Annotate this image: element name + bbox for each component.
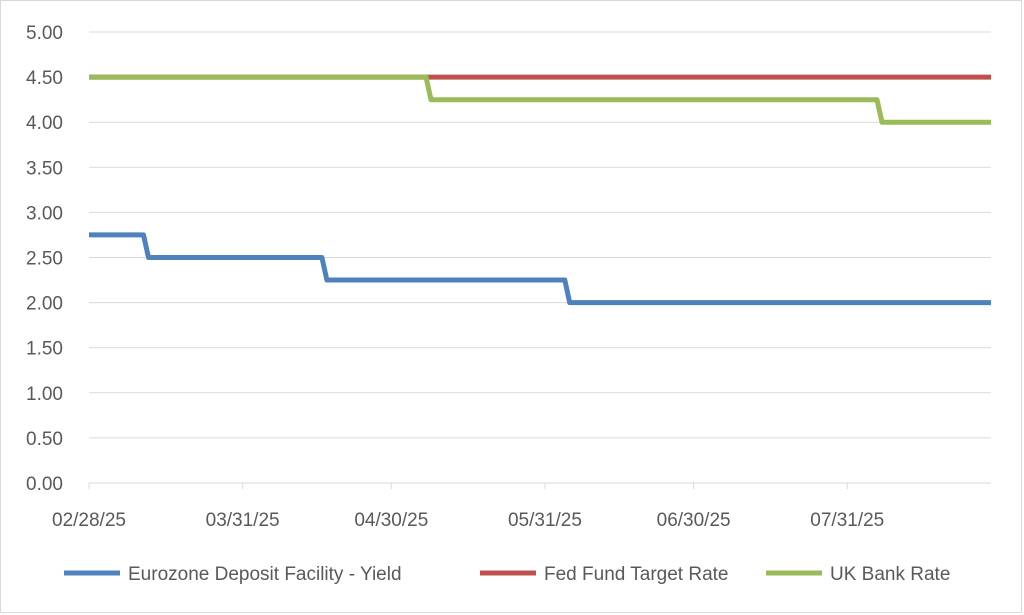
y-tick-label: 2.50 (26, 249, 63, 270)
x-tick-label: 05/31/25 (508, 510, 582, 531)
x-tick-label: 07/31/25 (810, 510, 884, 531)
legend-label: Eurozone Deposit Facility - Yield (128, 564, 402, 585)
y-tick-label: 0.00 (26, 474, 63, 495)
y-tick-label: 1.00 (26, 384, 63, 405)
series-line-3 (89, 74, 991, 125)
y-tick-label: 4.00 (26, 113, 63, 134)
y-tick-label: 3.00 (26, 203, 63, 224)
x-tick-label: 04/30/25 (354, 510, 428, 531)
legend: Eurozone Deposit Facility - Yield Fed Fun… (64, 564, 950, 585)
y-tick-label: 2.00 (26, 294, 63, 315)
x-tick-label: 02/28/25 (52, 510, 126, 531)
x-tick-label: 03/31/25 (206, 510, 280, 531)
x-tick-labels: 02/28/25 03/31/25 04/30/25 05/31/25 06/30/25… (52, 510, 884, 531)
legend-label: UK Bank Rate (830, 564, 950, 585)
series-lines (89, 74, 991, 306)
y-tick-labels: 0.00 0.50 1.00 1.50 2.00 2.50 3.00 3.50 4.00 4.50… (26, 23, 63, 495)
axes (88, 482, 991, 489)
series-line-1 (89, 232, 991, 306)
y-tick-label: 3.50 (26, 158, 63, 179)
y-tick-label: 4.50 (26, 68, 63, 89)
legend-label: Fed Fund Target Rate (544, 564, 728, 585)
y-tick-label: 1.50 (26, 339, 63, 360)
y-tick-label: 5.00 (26, 23, 63, 44)
y-tick-label: 0.50 (26, 429, 63, 450)
x-tick-label: 06/30/25 (657, 510, 731, 531)
grid-lines (89, 31, 991, 439)
